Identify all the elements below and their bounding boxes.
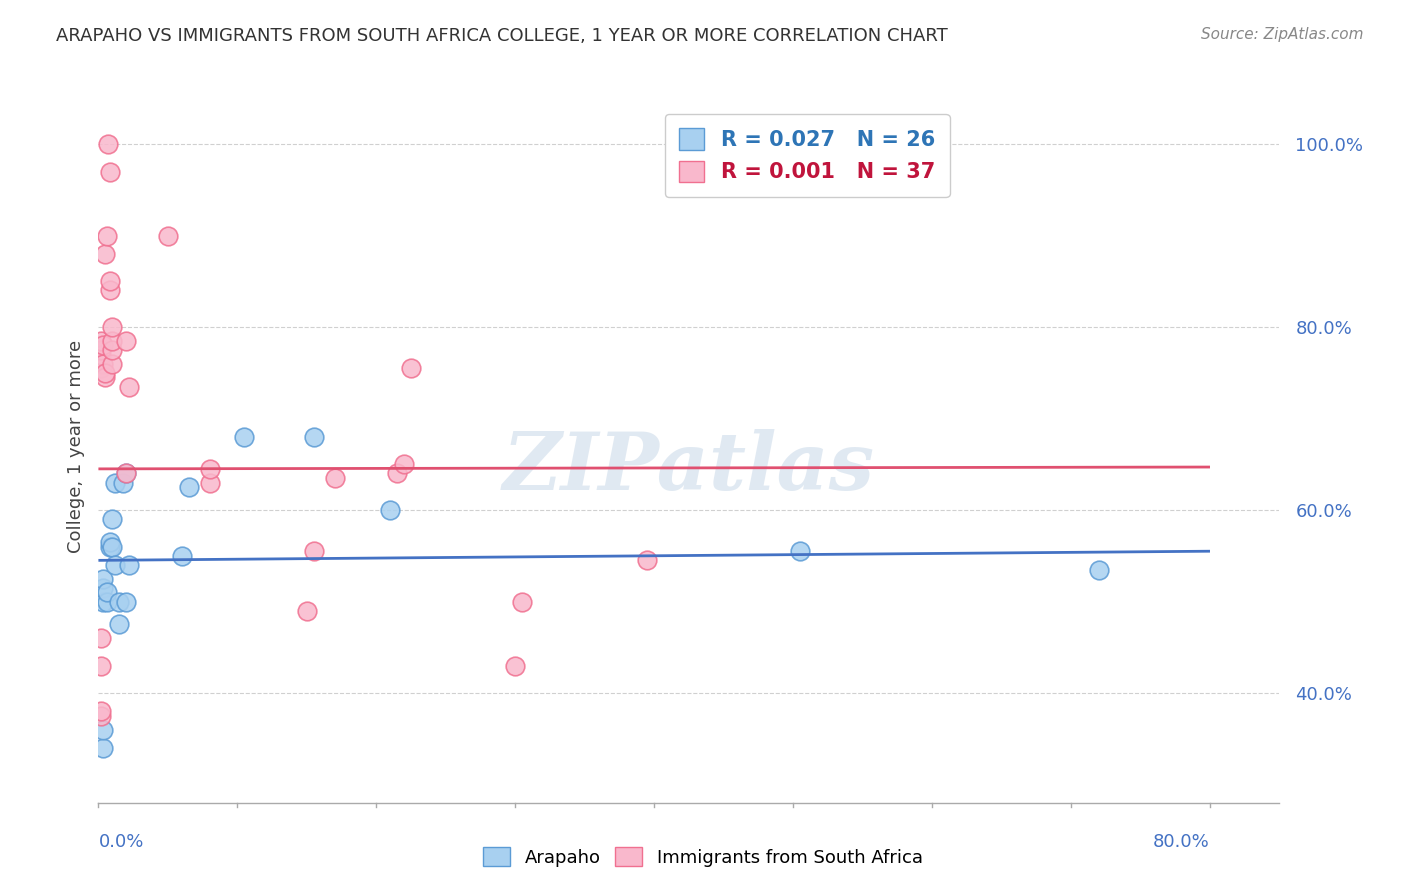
Point xyxy=(392,458,415,472)
Point xyxy=(295,604,318,618)
Point xyxy=(198,475,221,490)
Point xyxy=(90,343,112,357)
Point xyxy=(101,512,124,526)
Point xyxy=(323,471,346,485)
Point xyxy=(90,631,112,645)
Point xyxy=(98,540,121,554)
Point xyxy=(91,338,114,352)
Point xyxy=(98,535,121,549)
Point xyxy=(90,658,112,673)
Point xyxy=(510,594,533,608)
Point xyxy=(170,549,193,563)
Point xyxy=(96,228,118,243)
Point xyxy=(115,594,138,608)
Point xyxy=(101,334,124,348)
Point xyxy=(118,379,141,393)
Legend: Arapaho, Immigrants from South Africa: Arapaho, Immigrants from South Africa xyxy=(477,840,929,874)
Point xyxy=(108,594,131,608)
Point xyxy=(115,334,138,348)
Point xyxy=(91,723,114,737)
Text: ZIPatlas: ZIPatlas xyxy=(503,429,875,506)
Point xyxy=(91,594,114,608)
Point xyxy=(302,544,325,558)
Point xyxy=(101,540,124,554)
Point xyxy=(118,558,141,572)
Point xyxy=(233,430,256,444)
Point xyxy=(177,480,200,494)
Point xyxy=(90,709,112,723)
Point xyxy=(94,370,117,384)
Point xyxy=(98,274,121,288)
Point xyxy=(1088,562,1111,576)
Point xyxy=(112,475,135,490)
Point xyxy=(789,544,811,558)
Point xyxy=(115,467,138,481)
Point xyxy=(385,467,408,481)
Point xyxy=(90,334,112,348)
Point xyxy=(101,320,124,334)
Point xyxy=(91,572,114,586)
Point xyxy=(399,361,422,376)
Point xyxy=(115,467,138,481)
Point xyxy=(104,475,127,490)
Point xyxy=(90,361,112,376)
Text: ARAPAHO VS IMMIGRANTS FROM SOUTH AFRICA COLLEGE, 1 YEAR OR MORE CORRELATION CHAR: ARAPAHO VS IMMIGRANTS FROM SOUTH AFRICA … xyxy=(56,27,948,45)
Point xyxy=(302,430,325,444)
Point xyxy=(198,462,221,476)
Point xyxy=(636,553,658,567)
Point xyxy=(90,347,112,361)
Legend: R = 0.027   N = 26, R = 0.001   N = 37: R = 0.027 N = 26, R = 0.001 N = 37 xyxy=(665,114,949,197)
Point xyxy=(91,740,114,755)
Point xyxy=(156,228,179,243)
Point xyxy=(96,585,118,599)
Point xyxy=(98,284,121,298)
Point xyxy=(380,503,402,517)
Text: Source: ZipAtlas.com: Source: ZipAtlas.com xyxy=(1201,27,1364,42)
Point xyxy=(90,704,112,718)
Text: 80.0%: 80.0% xyxy=(1153,833,1211,851)
Point xyxy=(94,247,117,261)
Point xyxy=(108,617,131,632)
Point xyxy=(96,594,118,608)
Point xyxy=(503,658,526,673)
Point xyxy=(91,357,114,371)
Point xyxy=(97,137,120,152)
Point xyxy=(101,357,124,371)
Point xyxy=(94,366,117,380)
Point xyxy=(104,558,127,572)
Text: 0.0%: 0.0% xyxy=(98,833,143,851)
Point xyxy=(98,164,121,178)
Point xyxy=(101,343,124,357)
Point xyxy=(91,581,114,595)
Y-axis label: College, 1 year or more: College, 1 year or more xyxy=(66,340,84,552)
